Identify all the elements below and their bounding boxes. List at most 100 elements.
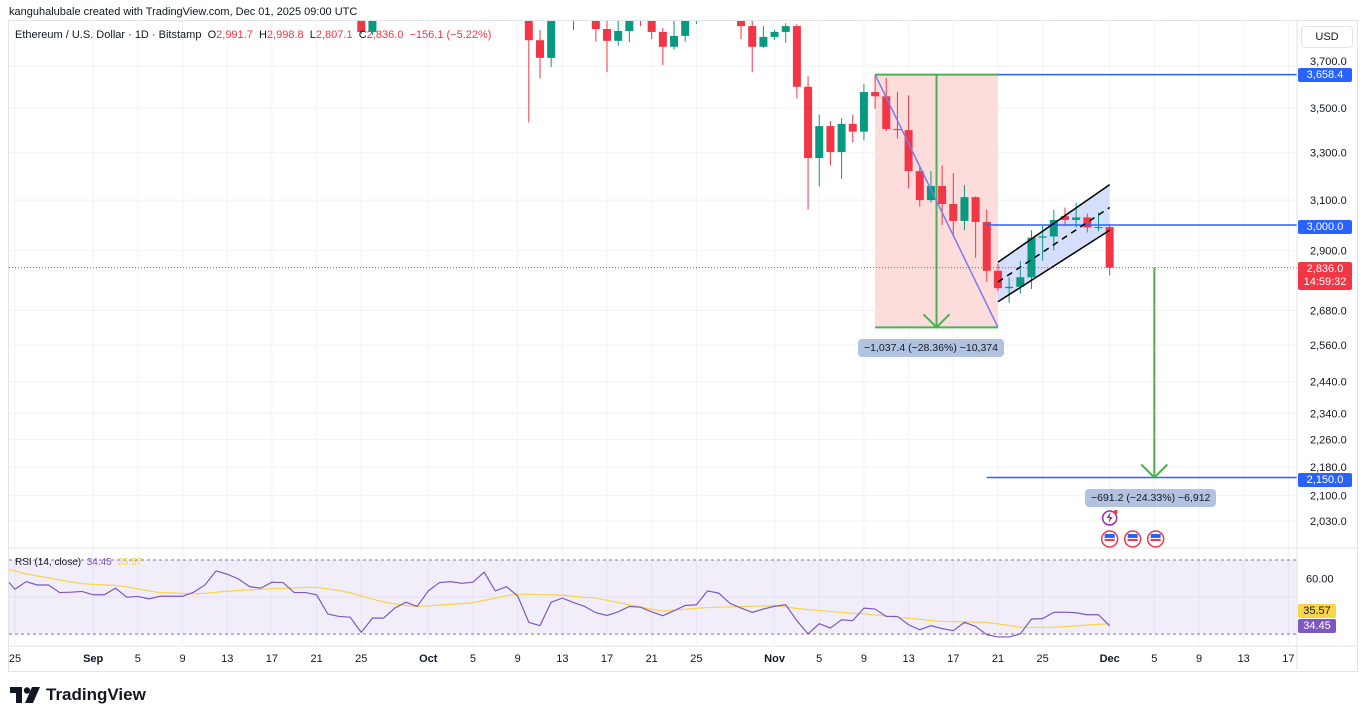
- date-tick-label: 5: [1151, 653, 1157, 665]
- price-tick-label: 2,440.0: [1310, 377, 1347, 389]
- tradingview-logo-icon: [10, 687, 40, 703]
- drawings-front: [9, 73, 1297, 479]
- rsi-tick-label: 60.00: [1306, 574, 1334, 586]
- date-tick-label: 13: [1238, 653, 1250, 665]
- price-badge-3000: 3,000.0: [1298, 220, 1352, 234]
- price-tick-label: 2,340.0: [1310, 408, 1347, 420]
- candle-body: [792, 26, 801, 87]
- price-badge-3658: 3,658.4: [1298, 68, 1352, 82]
- candle-body: [357, 21, 366, 32]
- date-tick-label: 13: [221, 653, 233, 665]
- symbol-title[interactable]: Ethereum / U.S. Dollar · 1D · Bitstamp: [15, 29, 202, 41]
- candle-body: [960, 197, 969, 221]
- price-tick-label: 2,100.0: [1310, 490, 1347, 502]
- candle-body: [547, 21, 556, 58]
- flag-canton-icon: [1104, 534, 1115, 538]
- date-tick-label: 17: [266, 653, 278, 665]
- candle-body: [625, 21, 634, 31]
- candle-body: [904, 130, 913, 172]
- candle-body: [926, 186, 935, 201]
- date-tick-label: 25: [690, 653, 702, 665]
- flag-stripe-icon: [1150, 539, 1161, 541]
- channel-lower-line: [997, 229, 1111, 303]
- range-measure-label[interactable]: −1,037.4 (−28.36%) −10,374: [858, 339, 1004, 357]
- date-tick-label: 13: [902, 653, 914, 665]
- low-value: 2,807.1: [315, 29, 353, 41]
- date-tick-label: 25: [9, 653, 21, 665]
- candle-body: [915, 171, 924, 201]
- rsi-value: 34.45: [86, 557, 112, 568]
- candle-body: [748, 26, 757, 47]
- bar-countdown: 14:59:32: [1303, 276, 1347, 288]
- date-tick-label: 21: [646, 653, 658, 665]
- candle-body: [859, 92, 868, 132]
- candle-body: [1060, 216, 1069, 220]
- date-tick-label: 9: [861, 653, 867, 665]
- candle-body: [826, 126, 835, 153]
- flag-stripe-icon: [1104, 539, 1115, 541]
- currency-button[interactable]: USD: [1301, 26, 1353, 48]
- date-tick-label: 17: [601, 653, 613, 665]
- change-value: −156.1 (−5.22%): [409, 29, 492, 41]
- event-dot-icon: [1113, 510, 1118, 514]
- date-tick-label: 5: [470, 653, 476, 665]
- axes: 3,700.0 3,500.0 3,300.0 3,100.0 2,900.0 2,680…: [9, 21, 1357, 670]
- price-tick-label: 2,180.0: [1310, 462, 1347, 474]
- candle-body: [804, 86, 813, 159]
- close-value: 2,836.0: [366, 29, 404, 41]
- candle-body: [949, 204, 958, 221]
- candle-body: [1027, 237, 1036, 278]
- date-tick-label: Sep: [83, 653, 103, 665]
- tradingview-logo[interactable]: TradingView: [10, 685, 146, 705]
- rsi-pane: [9, 559, 1297, 638]
- candle-body: [1016, 277, 1025, 287]
- symbol-legend: Ethereum / U.S. Dollar · 1D · Bitstamp O…: [15, 29, 491, 41]
- candle-body: [581, 0, 589, 11]
- economic-events[interactable]: [1100, 510, 1165, 548]
- last-price-badge: 2,836.0 14:59:32: [1298, 262, 1352, 290]
- candle-body: [848, 123, 857, 132]
- candle-body: [670, 35, 679, 47]
- rsi-badge: 34.45: [1298, 619, 1336, 633]
- candle-body: [871, 92, 880, 97]
- high-label: H: [258, 29, 267, 41]
- price-tick-label: 2,900.0: [1310, 246, 1347, 258]
- candle-body: [759, 36, 768, 47]
- candle-body: [938, 186, 947, 205]
- date-tick-label: 17: [1282, 653, 1294, 665]
- rsi-ma-value: 35.57: [117, 557, 143, 568]
- projection-arrow-head: [1140, 463, 1169, 479]
- date-tick-label: 21: [310, 653, 322, 665]
- price-tick-label: 2,680.0: [1310, 305, 1347, 317]
- candle-body: [535, 40, 544, 58]
- date-tick-label: 25: [1037, 653, 1049, 665]
- candle-body: [368, 21, 377, 32]
- price-tick-label: 3,300.0: [1310, 148, 1347, 160]
- last-price: 2,836.0: [1306, 263, 1344, 275]
- date-tick-label: 13: [556, 653, 568, 665]
- grid: [9, 21, 1297, 644]
- candle-body: [1094, 227, 1103, 229]
- date-tick-label: 9: [179, 653, 185, 665]
- candle-body: [971, 197, 980, 222]
- date-tick-label: 21: [992, 653, 1004, 665]
- candle-body: [524, 21, 533, 41]
- candle-body: [647, 21, 656, 32]
- projection-measure-label[interactable]: −691.2 (−24.33%) −6,912: [1085, 489, 1217, 507]
- flag-canton-icon: [1127, 534, 1138, 538]
- lightning-glyph-icon: [1106, 512, 1113, 523]
- high-value: 2,998.8: [266, 29, 304, 41]
- candle-body: [658, 31, 667, 47]
- candle-body: [614, 30, 623, 41]
- candle-body: [982, 221, 991, 271]
- chart-frame: [8, 20, 1358, 672]
- candle-body: [704, 0, 712, 15]
- open-value: 2,991.7: [216, 29, 253, 41]
- price-tick-label: 2,260.0: [1310, 435, 1347, 447]
- channel-upper-line: [997, 184, 1111, 263]
- date-tick-label: 5: [816, 653, 822, 665]
- rsi-name[interactable]: RSI (14, close): [15, 557, 82, 568]
- candle-body: [1083, 217, 1092, 228]
- chart-credit: kanguhalubale created with TradingView.c…: [9, 6, 358, 18]
